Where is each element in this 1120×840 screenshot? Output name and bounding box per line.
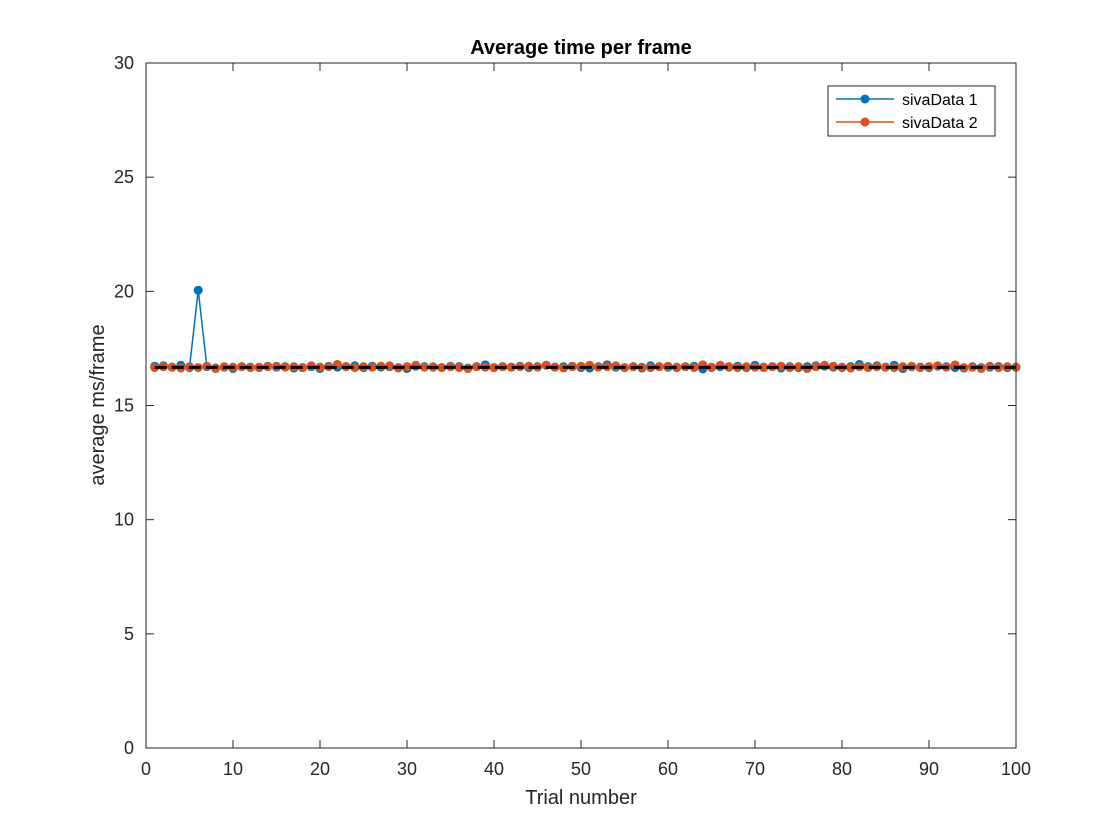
plot-area (146, 63, 1016, 748)
series-2-point (489, 363, 499, 373)
x-tick-label: 70 (745, 759, 765, 779)
legend-box (827, 85, 996, 137)
series-2-point (385, 361, 395, 371)
series-2-point (315, 362, 325, 372)
series-2-point (437, 363, 447, 373)
y-axis-ticks: 0 5 10 15 20 25 30 (114, 53, 1016, 758)
series-2-point (741, 362, 751, 372)
y-tick-label: 30 (114, 53, 134, 73)
series-2-point (611, 361, 621, 371)
series-2-point (846, 363, 856, 373)
y-tick-label: 15 (114, 396, 134, 416)
legend-marker-series-2 (860, 117, 870, 127)
y-tick-label: 20 (114, 281, 134, 301)
x-tick-label: 80 (832, 759, 852, 779)
series-2-point (350, 363, 360, 373)
x-axis-ticks: 0 10 20 30 40 50 60 70 80 90 100 (141, 63, 1031, 779)
series-2-point (863, 363, 873, 373)
series-2-point (724, 362, 734, 372)
series-2-point (933, 361, 943, 371)
series-2-point (472, 362, 482, 372)
x-tick-label: 50 (571, 759, 591, 779)
x-tick-label: 10 (223, 759, 243, 779)
series-2-point (811, 362, 821, 372)
legend[interactable]: sivaData 1 sivaData 2 (827, 85, 996, 137)
series-2-point (794, 362, 803, 372)
x-tick-label: 100 (1001, 759, 1031, 779)
series-1-point (193, 285, 203, 295)
series-2-point (306, 361, 316, 371)
y-axis-label: average ms/frame (87, 324, 109, 485)
legend-label-series-2: sivaData 2 (902, 115, 978, 132)
series-2-point (689, 363, 699, 373)
x-tick-label: 40 (484, 759, 504, 779)
x-tick-label: 20 (310, 759, 330, 779)
y-tick-label: 5 (124, 624, 134, 644)
chart-title: Average time per frame (470, 37, 692, 59)
x-tick-label: 60 (658, 759, 678, 779)
x-tick-label: 0 (141, 759, 151, 779)
x-tick-label: 30 (397, 759, 417, 779)
legend-label-series-1: sivaData 1 (902, 92, 978, 109)
series-2-point (506, 362, 516, 372)
series-2-point (707, 362, 716, 372)
series-2-point (672, 362, 682, 372)
legend-marker-series-1 (860, 94, 870, 104)
series-2-point (881, 362, 890, 372)
x-tick-label: 90 (919, 759, 939, 779)
y-tick-label: 10 (114, 510, 134, 530)
series-2-point (419, 362, 429, 372)
series-2-point (454, 363, 464, 373)
series-2-point (367, 362, 377, 372)
y-tick-label: 0 (124, 738, 134, 758)
x-axis-label: Trial number (525, 787, 637, 809)
y-tick-label: 25 (114, 167, 134, 187)
series-2-point (759, 363, 769, 373)
series-2-point (402, 362, 412, 372)
series-2-point (776, 361, 786, 371)
